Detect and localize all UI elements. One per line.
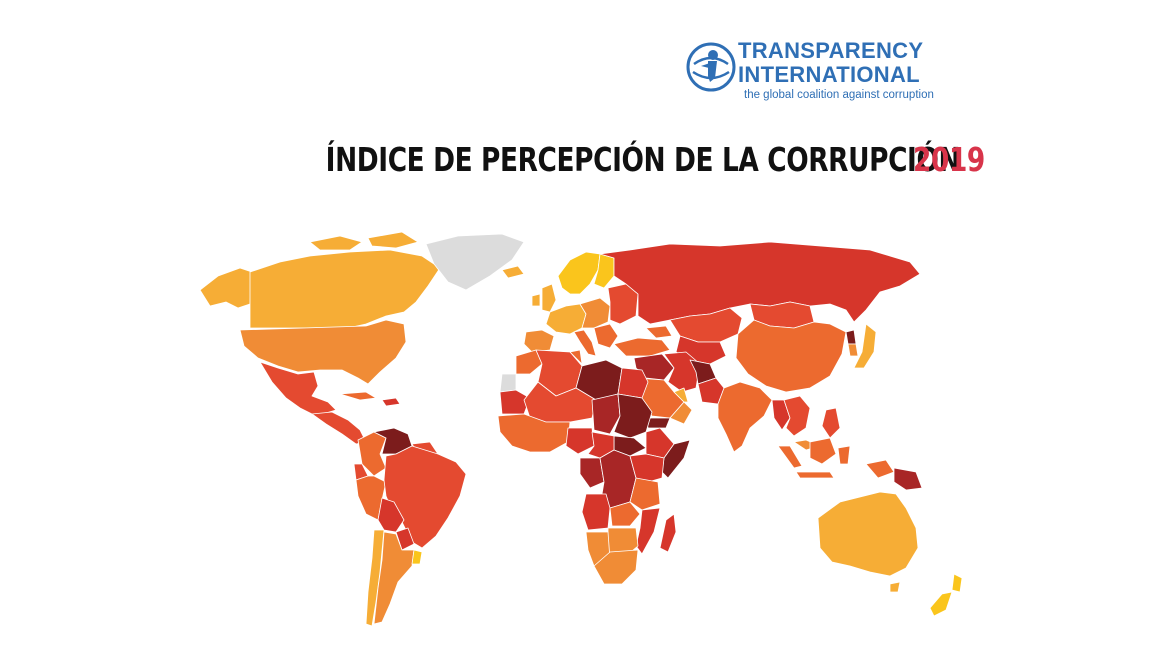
region-gulf-states [673, 387, 689, 403]
region-caucasus [645, 325, 673, 339]
region-ireland [531, 293, 541, 307]
logo-text-line2: INTERNATIONAL [738, 62, 920, 87]
region-angola [581, 493, 611, 531]
region-chile [365, 529, 385, 627]
region-west-africa [497, 413, 571, 453]
region-uruguay [411, 549, 423, 565]
logo-tagline: the global coalition against corruption [744, 89, 934, 101]
region-nigeria [565, 427, 595, 455]
region-sulawesi [837, 445, 851, 465]
title-main: ÍNDICE DE PERCEPCIÓN DE LA CORRUPCIÓN [325, 140, 961, 179]
title-year: 2019 [913, 140, 986, 179]
region-china [735, 319, 847, 393]
region-central-america [311, 411, 367, 445]
region-australia [817, 491, 919, 577]
region-south-africa [593, 549, 639, 585]
region-sudan [613, 393, 653, 439]
region-arctic-islands [309, 235, 363, 251]
region-madagascar [659, 513, 677, 553]
region-south-korea [847, 343, 859, 357]
region-italy [573, 329, 597, 357]
region-egypt [617, 367, 649, 399]
region-gabon-congo [579, 457, 605, 489]
region-iberia [523, 329, 555, 353]
region-sumatra [777, 445, 803, 469]
region-alaska [199, 267, 253, 309]
region-bangladesh-myanmar [771, 399, 791, 431]
region-uk [541, 283, 557, 313]
page-title: ÍNDICE DE PERCEPCIÓN DE LA CORRUPCIÓN 20… [0, 138, 1170, 182]
world-corruption-map [199, 232, 963, 627]
region-japan [853, 323, 877, 369]
region-tanzania [629, 477, 661, 511]
region-north-korea [845, 329, 857, 345]
region-russia [599, 241, 921, 325]
region-india [717, 381, 773, 453]
region-canada [249, 249, 441, 329]
region-argentina [373, 531, 415, 625]
region-tunisia [569, 349, 583, 365]
region-indochina [783, 395, 811, 437]
region-mozambique [635, 507, 661, 555]
region-new-guinea-west [865, 459, 895, 479]
region-usa [239, 319, 407, 385]
region-turkey [613, 337, 671, 357]
region-papua-new-guinea [893, 467, 923, 491]
region-mexico [259, 361, 337, 417]
region-zambia [609, 501, 641, 527]
region-chad [591, 393, 621, 435]
logo-text-line1: TRANSPARENCY [738, 38, 924, 63]
region-iceland [501, 265, 525, 279]
region-new-zealand-north [951, 573, 963, 593]
region-balkans [593, 323, 619, 349]
region-arctic-islands-2 [367, 232, 419, 249]
region-oman [669, 401, 693, 425]
region-philippines [821, 407, 841, 439]
region-new-zealand-south [929, 591, 953, 617]
region-scandinavia [557, 251, 601, 295]
region-borneo [809, 437, 837, 465]
region-western-sahara [499, 373, 517, 393]
region-greenland [425, 233, 525, 291]
region-central-europe [579, 297, 611, 329]
region-hispaniola [381, 397, 401, 407]
transparency-international-logo: TRANSPARENCY INTERNATIONAL the global co… [686, 38, 956, 106]
globe-person-icon [686, 42, 736, 92]
region-cuba [339, 391, 377, 401]
region-tasmania [889, 581, 901, 593]
region-morocco [515, 349, 543, 375]
region-java [795, 471, 835, 479]
